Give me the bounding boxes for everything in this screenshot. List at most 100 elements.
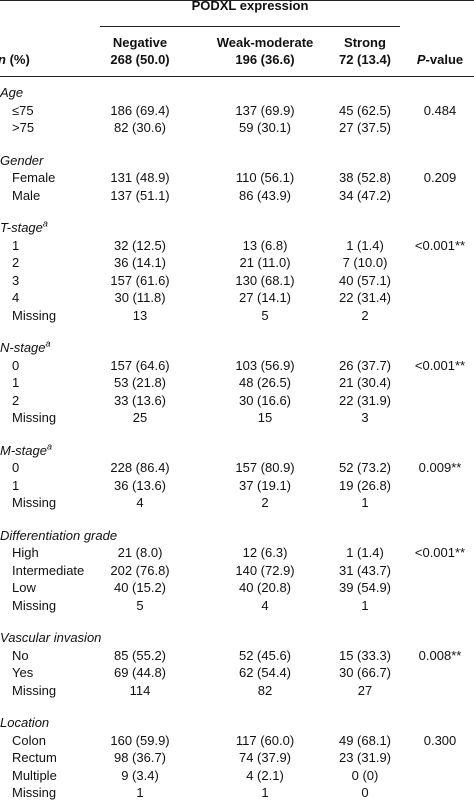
cell: 25 xyxy=(132,410,148,425)
cell: 21 (11.0) xyxy=(239,255,291,270)
row-label: 3 xyxy=(12,272,20,288)
group-rule xyxy=(100,26,400,27)
cell: 157 (61.6) xyxy=(110,272,170,288)
cell: 27 (37.5) xyxy=(338,120,392,135)
cell: 15 (33.3) xyxy=(338,647,392,663)
cell: 228 (86.4) xyxy=(110,460,170,475)
cell: 38 (52.8) xyxy=(338,170,392,185)
p-header: P-value xyxy=(417,52,463,68)
row-label: Rectum xyxy=(12,750,57,765)
cell: 30 (66.7) xyxy=(338,665,392,680)
p-value: <0.001** xyxy=(414,545,466,560)
cell: 48 (26.5) xyxy=(238,375,292,390)
cell: 40 (15.2) xyxy=(113,580,167,595)
cell: 202 (76.8) xyxy=(110,562,170,578)
cell: 59 (30.1) xyxy=(238,120,292,135)
cell: 34 (47.2) xyxy=(338,187,392,203)
row-label: Female xyxy=(12,170,56,185)
section-label: M-stage xyxy=(0,442,47,458)
column-name: Weak-moderate xyxy=(216,35,314,50)
row-label: Low xyxy=(12,580,36,595)
cell: 3 xyxy=(361,410,369,425)
cell: 49 (68.1) xyxy=(338,732,392,748)
cell: 4 xyxy=(136,495,144,510)
cell: 110 (56.1) xyxy=(235,170,295,185)
row-label: No xyxy=(12,647,29,663)
cell: 2 xyxy=(261,495,269,510)
p-value: <0.001** xyxy=(414,237,466,253)
row-label: High xyxy=(12,545,39,560)
cell: 160 (59.9) xyxy=(110,732,170,748)
cell: 1 xyxy=(136,785,144,800)
row-label: >75 xyxy=(12,120,35,135)
cell: 19 (26.8) xyxy=(338,477,392,493)
cell: 39 (54.9) xyxy=(338,580,392,595)
p-value: 0.209 xyxy=(423,170,457,185)
p-value: <0.001** xyxy=(414,357,466,373)
top-rule xyxy=(0,0,474,1)
cell: 1 (1.4) xyxy=(346,237,384,253)
cell: 131 (48.9) xyxy=(110,170,170,185)
column-name: Strong xyxy=(344,35,386,50)
row-label: Missing xyxy=(12,495,57,510)
cell: 13 (6.8) xyxy=(242,237,288,253)
group-header: PODXL expression xyxy=(191,0,309,13)
row-label: Missing xyxy=(12,410,57,425)
cell: 69 (44.8) xyxy=(113,665,167,680)
cell: 157 (64.6) xyxy=(110,357,170,373)
stub-header: n (%) xyxy=(0,52,30,68)
row-label: Multiple xyxy=(12,767,57,783)
row-label: 0 xyxy=(12,460,20,475)
row-label: Colon xyxy=(12,732,46,748)
cell: 7 (10.0) xyxy=(342,255,388,270)
cell: 62 (54.4) xyxy=(238,665,292,680)
cell: 1 (1.4) xyxy=(346,545,384,560)
cell: 22 (31.4) xyxy=(338,290,392,305)
cell: 37 (19.1) xyxy=(238,477,292,493)
cell: 21 (30.4) xyxy=(338,375,392,390)
section-label: N-stage xyxy=(0,340,46,355)
cell: 52 (45.6) xyxy=(238,647,292,663)
cell: 1 xyxy=(361,495,369,510)
cell: 27 (14.1) xyxy=(238,290,292,305)
row-label: 1 xyxy=(12,477,20,493)
cell: 26 (37.7) xyxy=(338,357,392,373)
row-label: 1 xyxy=(12,237,20,253)
cell: 1 xyxy=(361,597,369,613)
cell: 13 xyxy=(132,307,148,323)
cell: 2 xyxy=(361,307,369,323)
cell: 157 (80.9) xyxy=(235,460,295,475)
p-value: 0.300 xyxy=(423,732,457,748)
cell: 12 (6.3) xyxy=(242,545,288,560)
cell: 9 (3.4) xyxy=(121,767,159,783)
stub-rest: (%) xyxy=(5,52,30,67)
cell: 21 (8.0) xyxy=(117,545,163,560)
footnote-mark: a xyxy=(45,338,51,349)
cell: 23 (31.9) xyxy=(338,750,392,765)
cell: 53 (21.8) xyxy=(113,375,167,390)
section-title: Age xyxy=(0,85,23,101)
cell: 4 xyxy=(261,597,269,613)
cell: 140 (72.9) xyxy=(235,562,295,578)
column-name: Negative xyxy=(112,35,168,50)
section-label: Vascular invasion xyxy=(0,630,102,645)
cell: 30 (11.8) xyxy=(114,290,166,305)
cell: 74 (37.9) xyxy=(238,750,292,765)
section-title: T-stagea xyxy=(0,218,48,236)
cell: 86 (43.9) xyxy=(238,187,292,203)
header-rule xyxy=(0,76,474,77)
section-title: Gender xyxy=(0,153,43,169)
section-title: M-stagea xyxy=(0,442,52,459)
cell: 32 (12.5) xyxy=(113,237,167,253)
row-label: Missing xyxy=(12,597,57,613)
cell: 186 (69.4) xyxy=(110,102,170,118)
p-var: P xyxy=(416,52,426,67)
cell: 85 (55.2) xyxy=(113,647,167,663)
cell: 36 (13.6) xyxy=(113,477,167,493)
cell: 98 (36.7) xyxy=(113,750,167,765)
cell: 103 (56.9) xyxy=(235,357,295,373)
cell: 117 (60.0) xyxy=(235,732,295,748)
footnote-mark: a xyxy=(42,218,48,229)
section-label: T-stage xyxy=(0,220,43,235)
